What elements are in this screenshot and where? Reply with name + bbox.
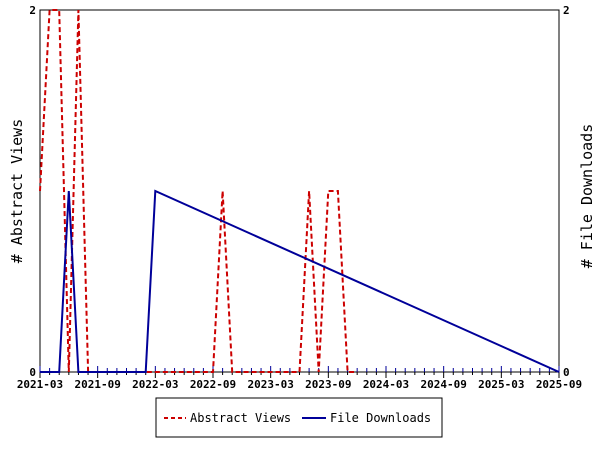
x-tick-label: 2023-03 [247,378,293,391]
x-tick-label: 2022-03 [132,378,178,391]
legend-box [155,397,443,438]
series-line-file-downloads [40,189,560,373]
y-right-tick-label: 0 [563,366,570,379]
x-tick-label: 2023-09 [305,378,351,391]
y-axis-title-left: # Abstract Views [8,119,26,264]
y-right-tick-label: 2 [563,4,570,17]
y-left-tick-label: 2 [29,4,36,17]
plot-area [39,9,560,373]
x-tick-label: 2022-09 [190,378,236,391]
y-axis-tick-labels: 0 2 0 2 [29,4,569,379]
series-line-abstract-views [39,9,358,373]
series-layer [39,9,560,373]
y-left-tick-label: 0 [29,366,36,379]
y-axis-title-right: # File Downloads [578,124,596,269]
x-axis-tick-labels: 2021-03 2021-09 2022-03 2022-09 2023-03 2023-… [17,378,582,391]
legend-label-abstract-views: Abstract Views [190,411,291,425]
legend-label-file-downloads: File Downloads [330,411,431,425]
x-tick-label: 2024-09 [420,378,466,391]
x-tick-label: 2025-03 [478,378,524,391]
x-tick-label: 2021-09 [74,378,120,391]
x-tick-label: 2021-03 [17,378,63,391]
x-tick-label: 2025-09 [536,378,582,391]
legend: Abstract Views File Downloads [155,397,443,438]
x-tick-label: 2024-03 [363,378,409,391]
